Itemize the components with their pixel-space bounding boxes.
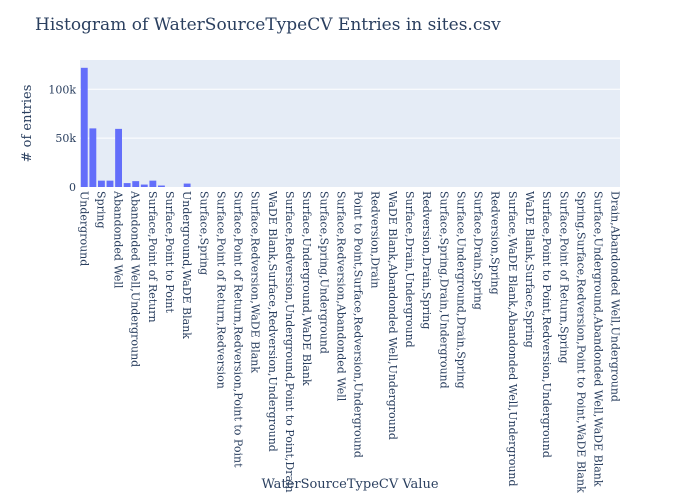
x-tick-label: WaDE Blank,Surface,Spring: [523, 191, 536, 348]
bar: [80, 67, 88, 187]
x-tick-label: Underground,WaDE Blank: [180, 191, 193, 339]
bar: [115, 128, 122, 187]
bar: [89, 128, 97, 187]
x-tick-label: Spring: [94, 191, 107, 228]
x-tick-label: Surface,Underground,WaDE Blank: [300, 191, 313, 386]
x-tick-label: WaDE Blank,Surface,Redversion,Undergroun…: [266, 191, 279, 452]
bar: [140, 184, 148, 187]
x-tick-label: Redversion,Spring: [489, 191, 502, 295]
x-tick-label: Surface,Point to Point,Redversion,Underg…: [540, 191, 553, 458]
grid-lines: [80, 88, 620, 139]
x-tick-label: Surface,Point of Return,Redversion: [214, 191, 227, 389]
y-axis-title: # of entries: [20, 85, 35, 163]
x-tick-label: Surface,Spring: [197, 191, 210, 275]
y-tick-label: 100k: [48, 83, 76, 96]
y-tick-label: 50k: [55, 132, 76, 145]
x-tick-label: Surface,Underground,Drain,Spring: [454, 191, 467, 389]
x-tick-label: Abandonded Well,Underground: [129, 190, 142, 367]
x-tick-label: Surface,Redversion,Underground,Point to …: [283, 191, 296, 493]
y-axis-ticks: 0 50k 100k: [48, 83, 76, 194]
bars: [80, 67, 191, 187]
bar: [106, 180, 114, 187]
bar: [183, 183, 191, 187]
x-tick-label: Surface,Redversion,WaDE Blank: [249, 191, 262, 373]
x-axis-title: WaterSourceTypeCV Value: [261, 477, 438, 492]
x-tick-label: Underground: [77, 191, 90, 266]
x-tick-label: Surface,Spring,Underground: [317, 191, 330, 354]
x-tick-label: Redversion,Drain,Spring: [420, 191, 433, 329]
x-tick-label: WaDE Blank,Abandonded Well,Underground: [386, 191, 399, 440]
plot-area: [80, 60, 620, 187]
bar: [98, 180, 105, 187]
x-axis-ticks: Underground Spring Abandonded Well Abandond…: [77, 190, 621, 493]
bar: [132, 181, 140, 187]
x-tick-label: Surface,Redversion,Abandonded Well: [334, 191, 347, 402]
x-tick-label: Spring,Surface,Redversion,Point to Point…: [574, 191, 587, 493]
x-tick-label: Redversion,Drain: [369, 191, 382, 288]
x-tick-label: Surface,Point to Point: [163, 191, 176, 313]
x-tick-label: Surface,Drain,Underground: [403, 191, 416, 348]
x-tick-label: Abandonded Well: [112, 190, 125, 289]
x-tick-label: Surface,Spring,Drain,Underground: [437, 191, 450, 389]
bar: [158, 185, 165, 187]
x-tick-label: Drain,Abandonded Well,Underground: [609, 191, 622, 402]
chart-title: Histogram of WaterSourceTypeCV Entries i…: [35, 15, 501, 35]
y-tick-label: 0: [69, 181, 76, 194]
x-tick-label: Point to Point,Surface,Redversion,Underg…: [352, 191, 365, 458]
bar: [149, 180, 157, 187]
x-tick-label: Surface,WaDE Blank,Abandonded Well,Under…: [506, 191, 519, 487]
x-tick-label: Surface,Point of Return,Spring: [557, 191, 570, 364]
x-tick-label: Surface,Drain,Spring: [472, 191, 485, 310]
x-tick-label: Surface,Underground,Abandonded Well,WaDE…: [592, 191, 605, 487]
x-tick-label: Surface,Point of Return,Redversion,Point…: [232, 191, 245, 468]
bar: [123, 183, 131, 187]
x-tick-label: Surface,Point of Return: [146, 191, 159, 323]
